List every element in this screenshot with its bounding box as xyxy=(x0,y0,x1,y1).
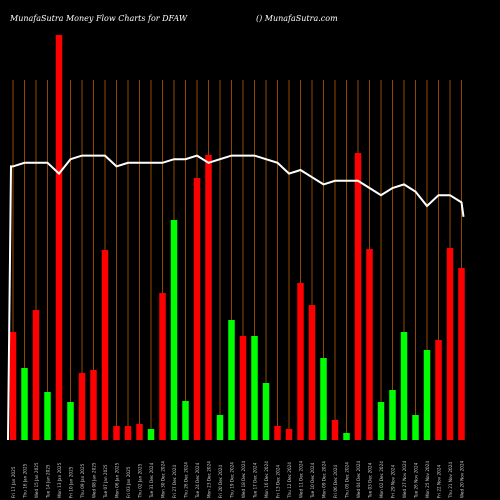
volume-bar xyxy=(320,358,327,440)
volume-bar xyxy=(458,268,465,440)
volume-bar xyxy=(297,283,304,440)
volume-bar xyxy=(147,429,155,440)
x-tick-label: Fri 22 Nov 2024 xyxy=(437,465,442,498)
volume-bar xyxy=(239,336,247,440)
x-tick-label: Mon 06 Jan 2025 xyxy=(115,462,120,498)
x-tick-label: Wed 18 Dec 2024 xyxy=(241,460,246,498)
x-tick-label: Fri 29 Nov 2024 xyxy=(391,465,396,498)
x-tick-label: Thu 21 Nov 2024 xyxy=(448,462,453,499)
volume-bar xyxy=(331,420,339,440)
volume-bar xyxy=(136,424,143,440)
volume-bar xyxy=(251,336,258,440)
volume-bar xyxy=(366,249,373,440)
volume-bar xyxy=(412,415,419,440)
volume-bar xyxy=(90,370,97,440)
x-tick-label: Tue 14 Jan 2025 xyxy=(46,464,51,499)
x-tick-label: Mon 13 Jan 2025 xyxy=(57,462,62,498)
x-tick-label: Tue 10 Dec 2024 xyxy=(310,462,315,499)
x-tick-label: Wed 11 Dec 2024 xyxy=(299,460,304,498)
x-tick-label: Fri 27 Dec 2024 xyxy=(172,465,177,498)
x-tick-label: Fri 10 Jan 2025 xyxy=(69,466,74,498)
x-tick-label: Fri 13 Dec 2024 xyxy=(276,465,281,498)
x-tick-label: Mon 25 Nov 2024 xyxy=(425,461,430,498)
volume-bar xyxy=(274,426,281,440)
volume-bar xyxy=(182,401,189,440)
volume-bar xyxy=(193,178,201,440)
x-tick-label: Thu 05 Dec 2024 xyxy=(345,462,350,499)
x-tick-label: Fri 20 Dec 2024 xyxy=(218,465,223,498)
volume-bar xyxy=(32,310,40,440)
volume-bar xyxy=(435,340,442,440)
volume-bar xyxy=(262,383,270,440)
site-credit: () MunafaSutra.com xyxy=(256,14,338,23)
volume-bar xyxy=(377,402,385,440)
volume-bar xyxy=(67,402,74,440)
x-tick-label: Thu 12 Dec 2024 xyxy=(287,462,292,499)
volume-bar xyxy=(343,433,350,440)
volume-bar xyxy=(205,155,212,440)
volume-bar xyxy=(285,429,293,440)
x-tick-label: Mon 23 Dec 2024 xyxy=(207,461,212,498)
x-tick-label: Wed 08 Jan 2025 xyxy=(92,462,97,498)
x-tick-label: Thu 19 Dec 2024 xyxy=(230,462,235,499)
volume-bar xyxy=(170,220,178,440)
x-tick-label: Fri 03 Jan 2025 xyxy=(126,466,131,498)
volume-bar xyxy=(216,415,224,440)
volume-bar xyxy=(389,390,396,440)
volume-bar xyxy=(55,35,63,440)
volume-bar xyxy=(9,332,17,440)
volume-bar xyxy=(308,305,316,440)
x-tick-label: Wed 27 Nov 2024 xyxy=(402,460,407,498)
x-tick-label: Fri 17 Jan 2025 xyxy=(11,466,16,498)
x-tick-label: Wed 04 Dec 2024 xyxy=(356,460,361,498)
x-tick-label: Wed 15 Jan 2025 xyxy=(34,462,39,498)
x-tick-label: Mon 30 Dec 2024 xyxy=(161,461,166,498)
volume-bar xyxy=(113,426,120,440)
volume-bar xyxy=(354,153,362,440)
volume-bar xyxy=(159,293,166,440)
volume-bar xyxy=(44,392,51,440)
volume-bar xyxy=(101,250,109,440)
x-tick-label: Mon 09 Dec 2024 xyxy=(322,461,327,498)
x-tick-label: Fri 06 Dec 2024 xyxy=(333,465,338,498)
x-tick-label: Thu 09 Jan 2025 xyxy=(80,463,85,499)
x-tick-label: Tue 07 Jan 2025 xyxy=(103,464,108,499)
x-tick-label: Thu 02 Jan 2025 xyxy=(138,463,143,499)
x-tick-label: Thu 16 Jan 2025 xyxy=(23,463,28,499)
volume-bar xyxy=(423,350,431,440)
x-tick-label: Thu 26 Dec 2024 xyxy=(184,462,189,499)
volume-bar xyxy=(124,426,132,440)
x-tick-label: Tue 17 Dec 2024 xyxy=(253,462,258,499)
volume-bar xyxy=(78,373,86,440)
volume-bar xyxy=(21,368,28,440)
x-tick-label: Wed 20 Nov 2024 xyxy=(460,460,465,498)
x-tick-label: Tue 03 Dec 2024 xyxy=(368,462,373,499)
price-line xyxy=(7,154,465,441)
x-tick-label: Mon 02 Dec 2024 xyxy=(379,461,384,498)
x-tick-label: Mon 16 Dec 2024 xyxy=(264,461,269,498)
x-tick-label: Tue 26 Nov 2024 xyxy=(414,462,419,499)
volume-bar xyxy=(446,248,454,440)
volume-bar xyxy=(400,332,408,440)
x-tick-label: Tue 31 Dec 2024 xyxy=(149,462,154,499)
x-tick-label: Tue 24 Dec 2024 xyxy=(195,462,200,499)
chart-title: MunafaSutra Money Flow Charts for DFAW xyxy=(10,14,188,23)
volume-bar xyxy=(228,320,235,440)
